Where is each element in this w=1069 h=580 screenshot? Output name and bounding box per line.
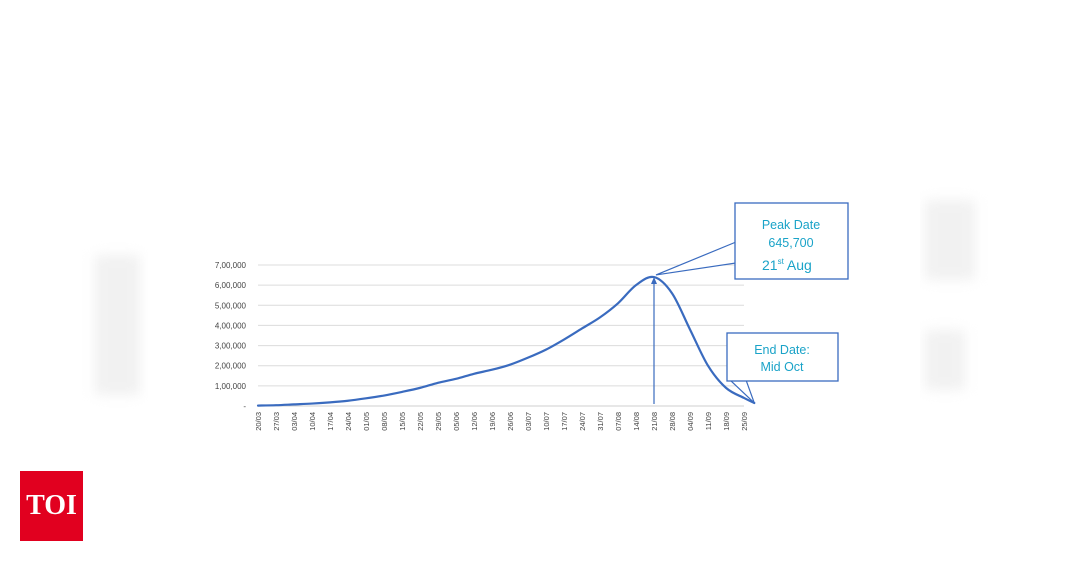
x-tick-label: 25/09 bbox=[740, 412, 749, 431]
line-chart: - 1,00,000 2,00,000 3,00,000 4,00,000 5,00,00… bbox=[215, 202, 849, 431]
blurred-background-right-bottom bbox=[925, 330, 965, 390]
end-callout-value: Mid Oct bbox=[760, 360, 804, 374]
peak-callout-date: 21st Aug bbox=[762, 257, 812, 273]
x-tick-label: 03/04 bbox=[290, 412, 299, 431]
x-tick-label: 20/03 bbox=[254, 412, 263, 431]
y-tick-label: 7,00,000 bbox=[215, 261, 247, 270]
x-tick-label: 17/04 bbox=[326, 412, 335, 431]
x-tick-label: 15/05 bbox=[398, 412, 407, 431]
x-tick-label: 26/06 bbox=[506, 412, 515, 431]
peak-callout-value: 645,700 bbox=[768, 236, 813, 250]
end-callout-title: End Date: bbox=[754, 343, 810, 357]
x-tick-label: 03/07 bbox=[524, 412, 533, 431]
x-tick-label: 18/09 bbox=[722, 412, 731, 431]
x-tick-label: 24/07 bbox=[578, 412, 587, 431]
x-tick-label: 11/09 bbox=[704, 412, 713, 430]
chart-card: - 1,00,000 2,00,000 3,00,000 4,00,000 5,00,00… bbox=[148, 185, 920, 445]
x-tick-label: 08/05 bbox=[380, 412, 389, 431]
x-tick-label: 28/08 bbox=[668, 412, 677, 431]
x-tick-label: 21/08 bbox=[650, 412, 659, 431]
x-tick-label: 14/08 bbox=[632, 412, 641, 431]
x-tick-label: 17/07 bbox=[560, 412, 569, 431]
end-callout-pointer bbox=[728, 379, 755, 404]
blurred-background-right-top bbox=[925, 200, 975, 280]
series-line bbox=[256, 275, 756, 407]
x-tick-label: 12/06 bbox=[470, 412, 479, 431]
x-tick-label: 07/08 bbox=[614, 412, 623, 431]
blurred-background-left bbox=[95, 255, 140, 395]
y-tick-layer: - 1,00,000 2,00,000 3,00,000 4,00,000 5,00,00… bbox=[215, 261, 247, 411]
y-tick-label: 5,00,000 bbox=[215, 301, 247, 310]
peak-marker-arrow bbox=[651, 276, 657, 284]
x-tick-label: 04/09 bbox=[686, 412, 695, 431]
y-tick-label: 2,00,000 bbox=[215, 362, 247, 371]
y-tick-label: 3,00,000 bbox=[215, 342, 247, 351]
x-tick-label: 10/04 bbox=[308, 412, 317, 431]
y-tick-label: - bbox=[243, 402, 246, 411]
x-tick-label: 01/05 bbox=[362, 412, 371, 431]
peak-callout-month: Aug bbox=[784, 257, 812, 273]
y-tick-label: 4,00,000 bbox=[215, 321, 247, 330]
x-tick-label: 24/04 bbox=[344, 412, 353, 431]
x-tick-label: 29/05 bbox=[434, 412, 443, 431]
x-tick-label: 05/06 bbox=[452, 412, 461, 431]
x-tick-label: 10/07 bbox=[542, 412, 551, 431]
y-tick-label: 1,00,000 bbox=[215, 382, 247, 391]
peak-callout-day-suffix: st bbox=[778, 257, 785, 266]
peak-callout-pointer bbox=[655, 241, 737, 276]
toi-logo[interactable]: TOI bbox=[20, 471, 83, 541]
x-tick-layer: 20/03 27/03 03/04 10/04 17/04 24/04 01/05 08/05… bbox=[254, 412, 749, 431]
peak-callout-box bbox=[734, 202, 849, 280]
end-callout-box bbox=[726, 332, 839, 382]
x-tick-label: 19/06 bbox=[488, 412, 497, 431]
y-tick-label: 6,00,000 bbox=[215, 281, 247, 290]
grid-layer bbox=[258, 264, 744, 407]
x-tick-label: 31/07 bbox=[596, 412, 605, 431]
peak-callout-title: Peak Date bbox=[762, 218, 820, 232]
peak-callout-day: 21 bbox=[762, 257, 778, 273]
x-tick-label: 27/03 bbox=[272, 412, 281, 431]
x-tick-label: 22/05 bbox=[416, 412, 425, 431]
